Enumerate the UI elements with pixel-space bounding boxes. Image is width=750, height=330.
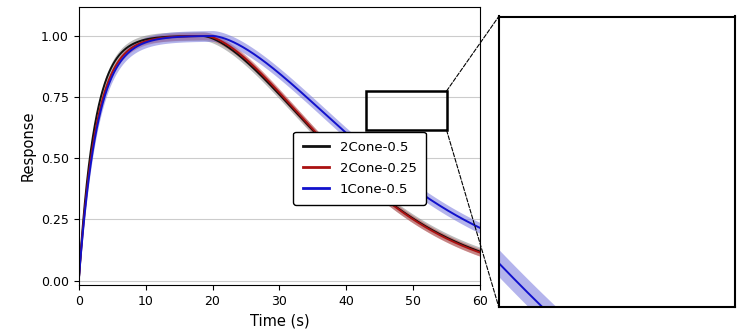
Bar — [366, 91, 446, 130]
Y-axis label: Response: Response — [20, 111, 35, 181]
X-axis label: Time (s): Time (s) — [250, 314, 309, 329]
Legend: 2Cone-0.5, 2Cone-0.25, 1Cone-0.5: 2Cone-0.5, 2Cone-0.25, 1Cone-0.5 — [293, 132, 426, 205]
